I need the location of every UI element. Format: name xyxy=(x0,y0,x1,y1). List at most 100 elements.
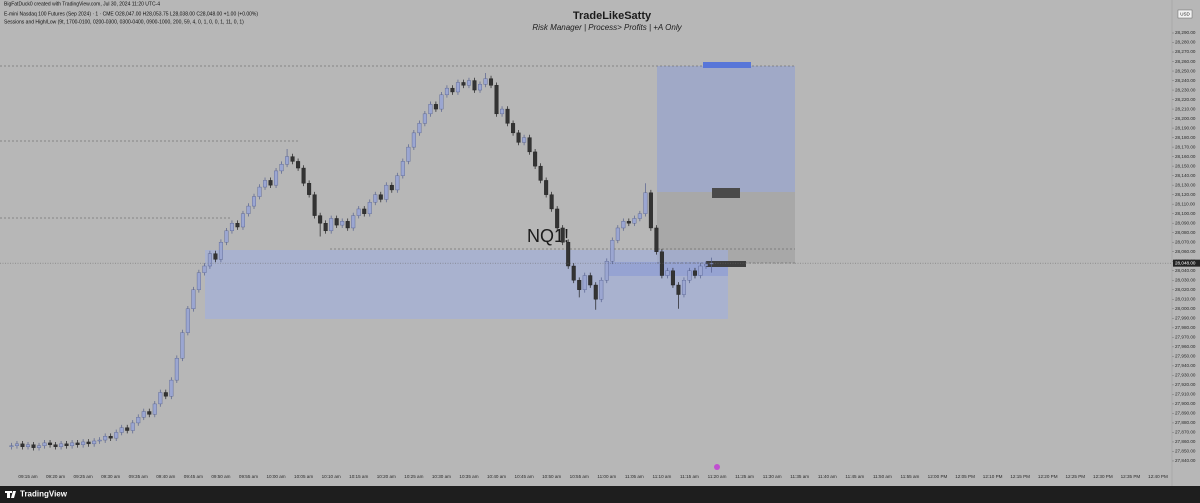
candle-body xyxy=(422,113,427,124)
candle xyxy=(571,263,576,284)
candle xyxy=(516,130,521,146)
candle xyxy=(389,182,394,193)
candle xyxy=(307,180,312,198)
x-tick-label: 09:45 am xyxy=(184,474,203,479)
y-tick-label: 28,250.00 xyxy=(1175,68,1196,73)
candle xyxy=(103,433,108,443)
y-tick-label: 28,160.00 xyxy=(1175,154,1196,159)
candle-body xyxy=(549,194,554,210)
candle-body xyxy=(494,85,499,115)
last-price-tag xyxy=(1173,259,1200,267)
candle-body xyxy=(279,164,284,172)
candle xyxy=(511,120,516,136)
x-tick-label: 12:10 PM xyxy=(983,474,1003,479)
candle xyxy=(433,101,438,112)
candle xyxy=(610,237,615,265)
y-tick-label: 27,960.00 xyxy=(1175,344,1196,349)
candle xyxy=(152,401,157,418)
x-tick-label: 09:50 am xyxy=(211,474,230,479)
x-tick-label: 12:35 PM xyxy=(1121,474,1141,479)
candle xyxy=(207,250,212,269)
y-tick-label: 28,180.00 xyxy=(1175,135,1196,140)
candle-body xyxy=(53,444,58,447)
candle-body xyxy=(444,87,449,96)
candle-body xyxy=(119,427,124,433)
candle xyxy=(296,158,301,171)
candle xyxy=(312,191,317,219)
candle-body xyxy=(400,161,405,176)
candle xyxy=(604,258,609,284)
candle-body xyxy=(516,132,521,143)
y-tick-label: 27,840.00 xyxy=(1175,458,1196,463)
y-tick-label: 28,210.00 xyxy=(1175,106,1196,111)
x-tick-label: 12:30 PM xyxy=(1093,474,1113,479)
candle xyxy=(450,85,455,95)
candle-body xyxy=(698,265,703,276)
candle xyxy=(411,130,416,150)
candle-body xyxy=(70,442,75,446)
y-tick-label: 27,870.00 xyxy=(1175,430,1196,435)
x-tick-label: 09:30 am xyxy=(101,474,120,479)
candle xyxy=(483,72,488,88)
candle-body xyxy=(367,202,372,214)
candle xyxy=(373,191,378,206)
candle xyxy=(224,227,229,246)
candle-body xyxy=(417,123,422,134)
candle xyxy=(654,225,659,255)
candle-body xyxy=(478,84,483,91)
candle xyxy=(632,215,637,227)
candle xyxy=(70,440,75,449)
candle-body xyxy=(251,196,256,207)
x-tick-label: 12:15 PM xyxy=(1010,474,1030,479)
currency-box xyxy=(1177,9,1193,19)
y-tick-label: 28,100.00 xyxy=(1175,211,1196,216)
y-tick-label: 28,190.00 xyxy=(1175,125,1196,130)
y-tick-label: 28,030.00 xyxy=(1175,277,1196,282)
y-tick-label: 28,060.00 xyxy=(1175,249,1196,254)
candle xyxy=(191,286,196,312)
candle-body xyxy=(378,194,383,200)
candle xyxy=(196,269,201,293)
candle-body xyxy=(654,227,659,252)
candle xyxy=(455,79,460,95)
candle-body xyxy=(207,253,212,267)
candle xyxy=(378,191,383,203)
candle xyxy=(698,263,703,279)
candle xyxy=(229,220,234,234)
candle-body xyxy=(544,180,549,195)
candle-body xyxy=(566,242,571,267)
candle xyxy=(329,215,334,234)
x-tick-label: 11:05 am xyxy=(625,474,644,479)
candle-body xyxy=(334,218,339,226)
candle-body xyxy=(500,108,505,115)
y-tick-label: 27,910.00 xyxy=(1175,392,1196,397)
candle xyxy=(555,206,560,231)
candle xyxy=(588,272,593,288)
candle xyxy=(263,177,268,190)
candle xyxy=(417,120,422,136)
candle xyxy=(356,206,361,219)
candle-body xyxy=(489,78,494,86)
candle-body xyxy=(411,132,416,148)
candle-body xyxy=(37,445,42,448)
candle xyxy=(147,408,152,418)
candle xyxy=(213,250,218,263)
candle xyxy=(119,424,124,436)
y-tick-label: 28,240.00 xyxy=(1175,78,1196,83)
y-tick-label: 27,940.00 xyxy=(1175,363,1196,368)
x-tick-label: 10:30 am xyxy=(432,474,451,479)
candle-body xyxy=(538,165,543,181)
y-tick-label: 27,900.00 xyxy=(1175,401,1196,406)
x-tick-label: 12:00 PM xyxy=(928,474,948,479)
candle xyxy=(544,177,549,198)
y-tick-label: 28,150.00 xyxy=(1175,163,1196,168)
candle xyxy=(279,161,284,174)
candle-body xyxy=(351,215,356,229)
candle xyxy=(351,212,356,231)
candle xyxy=(130,420,135,434)
candle-body xyxy=(665,270,670,276)
y-tick-label: 28,230.00 xyxy=(1175,87,1196,92)
y-tick-label: 28,090.00 xyxy=(1175,220,1196,225)
candles xyxy=(9,72,714,451)
candle-body xyxy=(191,289,196,310)
